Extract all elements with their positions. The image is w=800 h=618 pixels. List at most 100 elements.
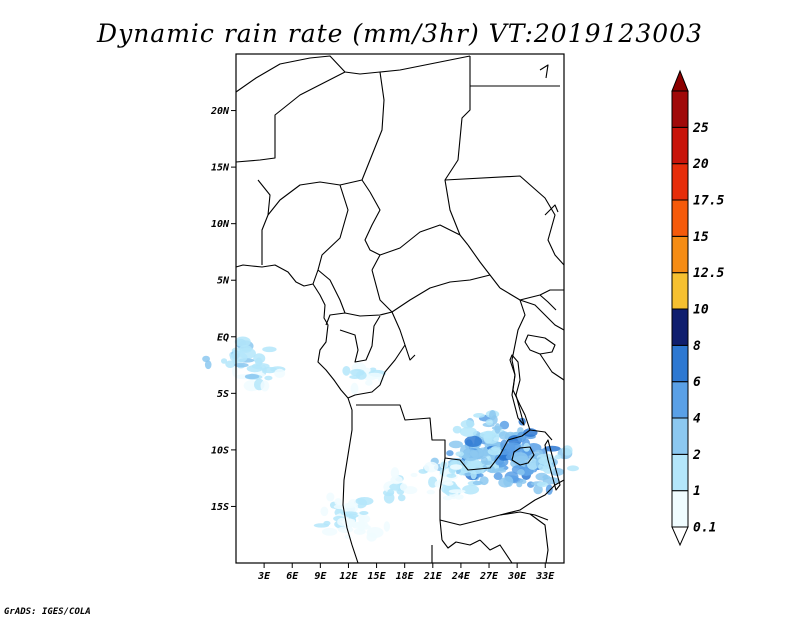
rain-patch — [446, 473, 457, 478]
rain-patch — [460, 419, 475, 429]
rain-patch — [506, 442, 522, 452]
border-chad-sudan — [364, 56, 471, 256]
rain-patch — [448, 440, 463, 449]
rain-patch — [387, 489, 395, 496]
rain-patch — [264, 375, 273, 381]
border-lake-victoria — [524, 334, 556, 355]
colorbar-label: 10 — [693, 303, 709, 318]
rain-shading — [202, 336, 579, 542]
colorbar-label: 20 — [692, 157, 709, 172]
colorbar-swatch — [671, 163, 689, 201]
lon-tick-label: 12E — [339, 571, 358, 582]
colorbar-label: 1 — [693, 484, 701, 499]
border-tanzania — [529, 353, 565, 441]
lat-tick-label: 10S — [211, 445, 229, 456]
lat-tick-label: 5N — [217, 276, 230, 287]
rain-patch — [480, 456, 488, 465]
rain-patch — [410, 472, 418, 478]
border-namibia-botswana — [431, 539, 513, 564]
rain-patch — [491, 426, 503, 431]
rain-patch — [499, 420, 510, 430]
rain-patch — [464, 435, 483, 447]
country-borders — [235, 55, 565, 564]
rain-patch — [493, 472, 503, 480]
rain-patch — [543, 445, 561, 452]
rain-patch — [472, 480, 483, 486]
coastline-west-africa — [235, 264, 359, 564]
lat-tick-label: 10N — [211, 219, 230, 230]
border-drc-angola-zambia — [356, 404, 509, 541]
rain-patch — [473, 413, 485, 418]
rain-patch — [470, 470, 477, 480]
rain-patch — [397, 494, 406, 502]
lon-tick-label: 30E — [507, 571, 527, 582]
colorbar-label: 12.5 — [693, 266, 724, 281]
rain-patch — [536, 481, 549, 488]
rain-patch — [365, 379, 373, 386]
rain-patch — [234, 362, 249, 368]
rain-patch — [554, 454, 562, 460]
colorbar-swatch — [671, 272, 689, 310]
rain-patch — [274, 368, 286, 378]
colorbar-label: 8 — [693, 339, 701, 354]
border-lake-malawi — [544, 439, 561, 491]
rain-patch — [483, 430, 494, 436]
rain-patch — [450, 464, 463, 470]
rain-patch — [468, 460, 485, 467]
rain-patch — [229, 351, 248, 363]
colorbar-label: 2 — [692, 448, 701, 463]
rain-patch — [343, 502, 359, 514]
colorbar-label: 4 — [693, 412, 701, 427]
rain-patch — [246, 365, 263, 373]
rain-patch — [542, 474, 551, 480]
lon-tick-label: 6E — [286, 571, 299, 582]
rain-patch — [438, 477, 453, 485]
rain-patch — [321, 527, 338, 536]
rain-patch — [469, 450, 478, 457]
rain-patch — [516, 481, 523, 488]
lat-tick-label: 15S — [211, 502, 229, 513]
lon-tick-label: 3E — [257, 571, 271, 582]
colorbar-swatch — [671, 490, 689, 528]
rain-patch — [220, 358, 228, 364]
border-zimbabwe-mozambique — [499, 511, 549, 564]
rain-patch — [459, 426, 477, 437]
map-frame — [235, 53, 565, 564]
lat-tick-label: EQ — [217, 332, 229, 343]
rain-patch — [355, 370, 367, 380]
rain-patch — [485, 419, 494, 426]
border-congo-drc — [347, 311, 416, 399]
border-car — [371, 244, 501, 313]
rain-patch — [323, 520, 331, 526]
rain-patch — [239, 345, 252, 353]
border-nigeria — [257, 179, 363, 285]
colorbar-swatch — [671, 126, 689, 165]
rain-patch — [333, 504, 346, 510]
rain-patch — [399, 483, 408, 491]
colorbar-label: 0.1 — [693, 521, 716, 536]
rain-patch — [326, 492, 335, 502]
rain-patch — [460, 464, 472, 473]
rain-patch — [358, 514, 371, 524]
rain-patch — [342, 365, 351, 376]
border-coast-north-east — [539, 64, 559, 216]
colorbar-label: 17.5 — [693, 194, 724, 209]
colorbar-top-arrow — [671, 69, 689, 92]
rain-patch — [462, 484, 480, 495]
rain-patch — [542, 462, 554, 474]
rain-patch — [533, 484, 543, 495]
colorbar-swatch — [671, 417, 689, 455]
rain-patch — [350, 382, 359, 395]
rain-patch — [550, 467, 565, 476]
lon-tick-label: 18E — [396, 571, 415, 582]
lat-tick-label: 5S — [217, 389, 229, 400]
grads-credit: GrADS: IGES/COLA — [4, 607, 91, 617]
rain-patch — [455, 451, 465, 457]
lon-tick-label: 15E — [368, 571, 387, 582]
rain-patch — [491, 445, 501, 451]
lat-tick-label: 15N — [211, 163, 230, 174]
rain-patch — [234, 336, 251, 347]
rain-patch — [262, 346, 277, 353]
rain-patch — [567, 465, 579, 472]
